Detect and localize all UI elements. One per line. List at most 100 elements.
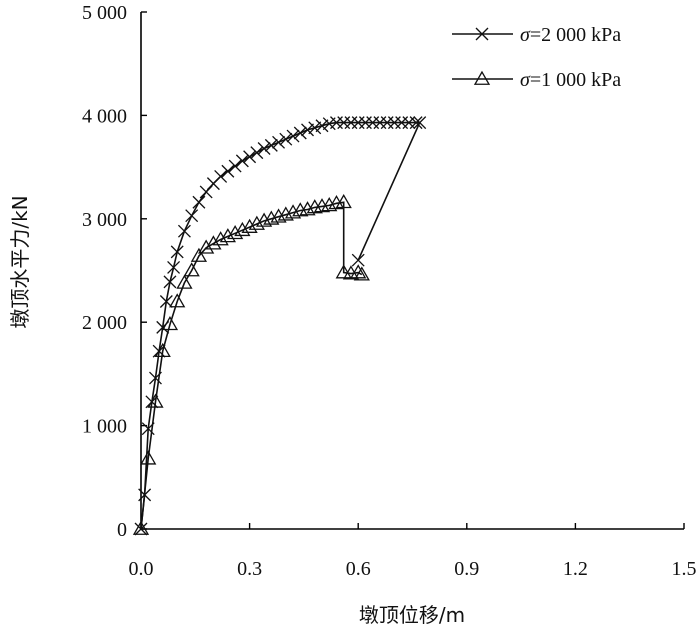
- triangle-data-point: [219, 228, 237, 243]
- triangle-data-point: [226, 224, 244, 240]
- x-marker-stroke: [308, 121, 322, 135]
- x-data-point: [301, 123, 314, 137]
- triangle-data-point: [183, 262, 200, 277]
- triangle-data-point: [321, 197, 338, 212]
- triangle-data-point: [335, 193, 352, 209]
- axis-ticks: 0 1 000 2 000 3 000 4 000 5 000 0.0 0.3 0.6 0.9 1.…: [82, 2, 697, 580]
- x-marker-stroke: [301, 123, 314, 137]
- x-tick-label: 0.6: [346, 558, 371, 580]
- x-tick-label: 0.0: [129, 558, 154, 580]
- x-data-point: [138, 488, 152, 502]
- x-data-point: [250, 146, 264, 160]
- x-marker-stroke: [152, 344, 166, 358]
- x-marker-stroke: [286, 129, 300, 143]
- x-marker-stroke: [351, 253, 365, 267]
- x-data-point: [214, 169, 228, 183]
- legend-x-marker: [475, 27, 489, 41]
- legend-label: σ=2 000 kPa: [520, 24, 621, 46]
- legend-triangle-marker: [473, 70, 491, 85]
- series-line: [140, 201, 363, 530]
- legend-value: =2 000 kPa: [530, 24, 621, 46]
- x-data-point: [167, 260, 181, 274]
- legend-item: σ=1 000 kPa: [452, 69, 621, 91]
- y-tick-label: 1 000: [82, 416, 127, 438]
- x-data-point: [170, 245, 184, 259]
- x-data-point: [163, 275, 177, 289]
- triangle-data-point: [205, 235, 222, 250]
- x-marker-stroke: [199, 185, 213, 199]
- x-data-point: [221, 164, 235, 178]
- triangle-data-point: [132, 520, 150, 535]
- x-marker-stroke: [138, 488, 152, 502]
- x-data-point: [145, 395, 159, 409]
- legend-sigma: σ: [520, 24, 531, 46]
- x-data-point: [177, 224, 191, 238]
- x-marker-stroke: [228, 159, 242, 173]
- series-sigma-1000: [132, 193, 370, 535]
- triangle-data-point: [335, 264, 352, 279]
- x-marker-stroke: [293, 126, 307, 140]
- x-marker-stroke: [272, 135, 286, 149]
- triangle-data-point: [284, 204, 302, 219]
- x-marker-stroke: [141, 422, 155, 436]
- x-marker-stroke: [409, 116, 423, 130]
- axes: [140, 12, 684, 530]
- triangle-data-point: [169, 293, 186, 308]
- x-data-point: [293, 126, 307, 140]
- x-data-point: [235, 154, 249, 168]
- x-data-point: [192, 195, 206, 209]
- x-marker-stroke: [145, 395, 159, 409]
- x-marker-stroke: [315, 119, 329, 133]
- x-data-point: [199, 185, 213, 199]
- triangle-data-point: [277, 206, 294, 221]
- x-marker-stroke: [221, 164, 235, 178]
- series-group: [132, 116, 427, 536]
- x-data-point: [141, 422, 155, 436]
- legend: σ=2 000 kPa σ=1 000 kPa: [452, 24, 621, 91]
- x-marker-stroke: [279, 132, 293, 146]
- x-data-point: [257, 142, 271, 155]
- triangle-data-point: [299, 201, 316, 216]
- x-data-point: [228, 159, 242, 173]
- x-marker-stroke: [167, 260, 181, 274]
- x-data-point: [279, 132, 293, 146]
- x-marker-stroke: [475, 27, 489, 41]
- x-axis-title: 墩顶位移/m: [359, 603, 465, 627]
- x-marker-stroke: [257, 142, 271, 155]
- series-sigma-2000: [134, 116, 427, 536]
- legend-label: σ=1 000 kPa: [520, 69, 621, 91]
- x-tick-label: 0.3: [237, 558, 262, 580]
- series-line: [140, 121, 421, 530]
- triangle-data-point: [263, 210, 280, 225]
- x-marker-stroke: [185, 209, 199, 223]
- x-data-point: [272, 135, 286, 149]
- triangle-data-point: [198, 239, 215, 254]
- x-data-point: [409, 116, 423, 130]
- triangle-data-point: [234, 221, 251, 237]
- triangle-data-point: [353, 266, 370, 281]
- y-tick-label: 0: [117, 519, 127, 541]
- x-data-point: [286, 129, 300, 143]
- y-tick-label: 3 000: [82, 209, 127, 231]
- x-marker-stroke: [192, 195, 206, 209]
- x-data-point: [243, 150, 257, 164]
- triangle-data-point: [255, 212, 273, 227]
- x-marker-stroke: [159, 295, 173, 308]
- x-data-point: [308, 121, 322, 135]
- x-data-point: [185, 209, 199, 223]
- x-marker-stroke: [243, 150, 257, 164]
- y-tick-label: 4 000: [82, 105, 127, 127]
- x-tick-label: 1.5: [672, 558, 697, 580]
- triangle-data-point: [190, 247, 208, 262]
- x-tick-label: 1.2: [563, 558, 588, 580]
- x-data-point: [351, 253, 365, 267]
- triangle-data-point: [350, 264, 367, 279]
- x-data-point: [152, 344, 166, 358]
- x-data-point: [159, 295, 173, 308]
- x-marker-stroke: [413, 116, 427, 130]
- x-tick-label: 0.9: [454, 558, 479, 580]
- x-marker-stroke: [134, 522, 148, 536]
- triangle-data-point: [270, 208, 287, 223]
